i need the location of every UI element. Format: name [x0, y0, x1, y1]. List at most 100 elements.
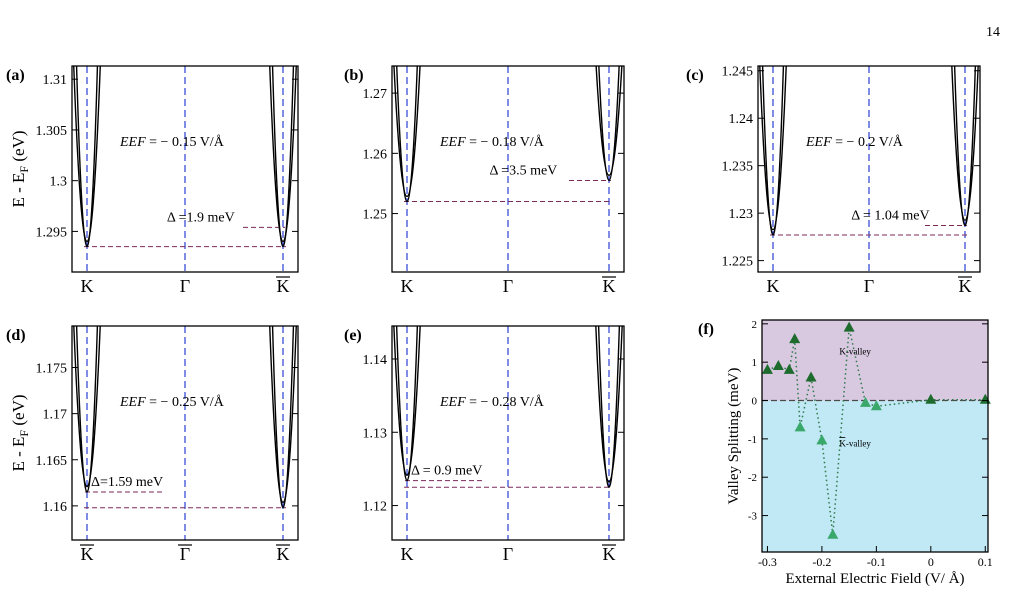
- x-tick-label: -0.3: [758, 555, 777, 569]
- band-Kbar-inner: [271, 326, 295, 509]
- y-tick-label: -1: [748, 434, 757, 446]
- data-point: [870, 400, 882, 411]
- x-tick-label: K: [767, 276, 780, 296]
- valley-splitting-panel: -3 -2 -1 0 1 2 -0.3 -0.2 -0.1 0 0.1 External Electr…: [698, 319, 993, 587]
- y-tick-label: 0: [752, 396, 758, 408]
- x-tick-label: Γ: [180, 544, 190, 564]
- y-tick-label: 1.225: [722, 255, 754, 270]
- y-tick-label: 1.14: [363, 353, 388, 368]
- region-label-kbar: K-valley: [839, 439, 871, 449]
- band-K-outer: [393, 66, 421, 197]
- band-curves: [759, 66, 979, 236]
- x-tick-label: K: [401, 544, 414, 564]
- band-K-inner: [395, 326, 419, 482]
- y-tick-label: 1.26: [363, 147, 388, 162]
- y-tick-label: 1.245: [722, 65, 754, 80]
- y-tick-label: 1.235: [722, 160, 754, 175]
- eef-annotation: EEF = − 0.2 V/Å: [805, 134, 904, 150]
- splitting-delta-label: Δ=1.59 meV: [91, 475, 163, 490]
- x-tick-label: K: [959, 276, 972, 296]
- axis-frame: [71, 65, 299, 273]
- band-K-outer: [393, 326, 421, 476]
- splitting-delta-label: Δ = 1.04 meV: [851, 208, 929, 223]
- y-tick-label: 1.305: [36, 124, 68, 139]
- y-tick-label: 1.17: [43, 408, 68, 423]
- y-tick-label: -2: [748, 472, 757, 484]
- eef-annotation: EEF = − 0.18 V/Å: [439, 134, 545, 150]
- data-point: [805, 371, 817, 382]
- x-tick-label: Γ: [503, 544, 513, 564]
- x-tick-label: Γ: [864, 276, 874, 296]
- band-Kbar-inner: [271, 66, 295, 248]
- data-point: [816, 434, 828, 445]
- band-Kbar-inner: [597, 326, 621, 488]
- data-point: [783, 363, 795, 374]
- x-tick-label: K: [81, 544, 94, 564]
- band-curves: [393, 66, 623, 202]
- y-tick-label: 1.13: [363, 426, 388, 441]
- splitting-delta-label: Δ =3.5 meV: [489, 163, 557, 178]
- y-tick-label: 1.165: [36, 454, 68, 469]
- y-tick-label: 1.175: [36, 362, 68, 377]
- band-K-outer: [73, 66, 101, 243]
- data-point: [859, 396, 871, 407]
- band-panel-4: 1.12 1.13 1.14 K Γ K (e) EEF = − 0.28 V/Å Δ = 0.…: [344, 325, 625, 564]
- x-tick-label: -0.2: [812, 555, 831, 569]
- data-point: [789, 333, 801, 344]
- splitting-delta-label: Δ = 0.9 meV: [411, 464, 482, 479]
- band-Kbar-inner: [598, 66, 620, 182]
- y-axis-label: E - EF (eV): [9, 394, 31, 471]
- x-tick-label: 0: [928, 555, 934, 569]
- band-Kbar-outer: [595, 66, 623, 176]
- y-axis-label: E - EF (eV): [9, 130, 31, 207]
- band-K-inner: [761, 66, 785, 236]
- band-curves: [73, 326, 297, 509]
- axis-frame: [391, 65, 625, 273]
- y-tick-label: 1.23: [729, 207, 754, 222]
- panel-label: (a): [6, 67, 25, 84]
- data-point: [925, 393, 937, 404]
- k-valley-region: [762, 320, 988, 401]
- band-panel-2: 1.225 1.23 1.235 1.24 1.245 K Γ K (c) EEF = − 0.2…: [686, 65, 981, 296]
- y-tick-label: 2: [752, 319, 758, 331]
- y-tick-label: 1.25: [363, 208, 388, 223]
- band-K-inner: [396, 66, 418, 202]
- y-tick-label: 1.31: [43, 73, 68, 88]
- data-point: [794, 421, 806, 432]
- x-axis-label: External Electric Field (V/ Å): [785, 571, 964, 587]
- eef-annotation: EEF = − 0.28 V/Å: [439, 394, 545, 410]
- y-tick-label: 1.27: [363, 87, 388, 102]
- x-tick-label: K: [277, 276, 290, 296]
- band-panel-0: 1.295 1.3 1.305 1.31 K Γ K (a) EEF = − 0.15 V/Å Δ…: [6, 65, 299, 296]
- band-Kbar-outer: [269, 66, 297, 243]
- panel-label: (e): [344, 327, 362, 344]
- band-K-inner: [75, 326, 99, 493]
- band-curves: [393, 326, 623, 488]
- data-point: [827, 528, 839, 539]
- data-point: [761, 363, 773, 374]
- band-panel-3: 1.16 1.165 1.17 1.175 K Γ K (d) EEF = − 0.25 V/Å…: [6, 325, 299, 564]
- kbar-valley-region: [762, 400, 988, 552]
- panel-label: (f): [698, 321, 714, 338]
- y-tick-label: 1: [752, 357, 758, 369]
- x-tick-label: K: [81, 276, 94, 296]
- y-tick-label: 1.24: [729, 112, 754, 127]
- x-tick-label: K: [603, 276, 616, 296]
- page-number: 14: [986, 25, 1000, 40]
- band-K-inner: [75, 66, 99, 248]
- band-panel-1: 1.25 1.26 1.27 K Γ K (b) EEF = − 0.18 V/Å Δ =3.5…: [344, 65, 625, 296]
- band-Kbar-outer: [269, 326, 297, 504]
- y-tick-label: 1.16: [43, 500, 68, 515]
- x-tick-label: K: [401, 276, 414, 296]
- axis-frame: [391, 325, 625, 541]
- x-tick-label: -0.1: [867, 555, 886, 569]
- panel-label: (c): [686, 67, 704, 84]
- y-tick-label: -3: [748, 511, 758, 523]
- axis-frame: [71, 325, 299, 541]
- band-curves: [73, 66, 297, 248]
- y-tick-label: 1.295: [36, 225, 68, 240]
- eef-annotation: EEF = − 0.25 V/Å: [119, 394, 225, 410]
- band-Kbar-inner: [953, 66, 977, 226]
- x-tick-label: Γ: [180, 276, 190, 296]
